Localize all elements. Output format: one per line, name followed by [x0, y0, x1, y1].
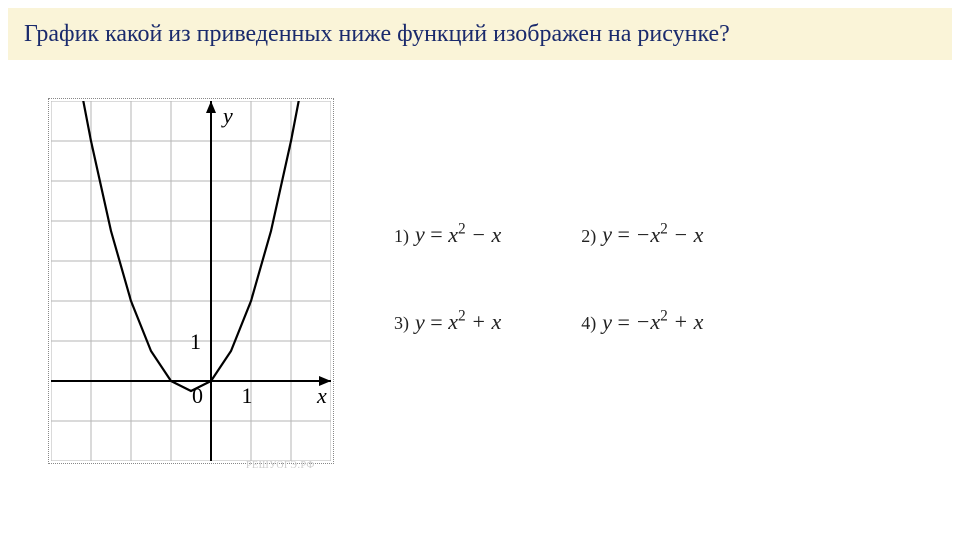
- option-3: 3) y = x2 + x: [394, 308, 501, 335]
- option-var: y: [415, 309, 425, 334]
- option-num: 1): [394, 226, 409, 246]
- options-row-2: 3) y = x2 + x 4) y = −x2 + x: [394, 308, 703, 335]
- watermark: РЕШУОГЭ.РФ: [246, 460, 315, 471]
- graph-wrapper: y x 0 1 1: [48, 98, 334, 464]
- content-area: y x 0 1 1 1) y = x2 − x 2) y = −x2 − x 3) y = x…: [0, 90, 960, 464]
- question-text: График какой из приведенных ниже функций…: [24, 18, 936, 50]
- option-eq: =: [425, 222, 448, 247]
- options-row-1: 1) y = x2 − x 2) y = −x2 − x: [394, 220, 703, 247]
- option-expr: x2 + x: [448, 309, 501, 334]
- option-num: 2): [581, 226, 596, 246]
- option-expr: −x2 + x: [635, 309, 703, 334]
- option-var: y: [602, 309, 612, 334]
- svg-text:x: x: [316, 383, 327, 408]
- option-4: 4) y = −x2 + x: [581, 308, 703, 335]
- option-2: 2) y = −x2 − x: [581, 220, 703, 247]
- option-eq: =: [425, 309, 448, 334]
- svg-text:1: 1: [190, 329, 201, 354]
- option-num: 3): [394, 313, 409, 333]
- option-expr: −x2 − x: [635, 222, 703, 247]
- option-var: y: [415, 222, 425, 247]
- function-graph: y x 0 1 1: [51, 101, 331, 461]
- option-num: 4): [581, 313, 596, 333]
- option-var: y: [602, 222, 612, 247]
- option-expr: x2 − x: [448, 222, 501, 247]
- svg-text:y: y: [221, 103, 233, 128]
- svg-text:1: 1: [242, 383, 253, 408]
- option-1: 1) y = x2 − x: [394, 220, 501, 247]
- question-box: График какой из приведенных ниже функций…: [8, 8, 952, 60]
- options-area: 1) y = x2 − x 2) y = −x2 − x 3) y = x2 + x …: [394, 220, 703, 464]
- option-eq: =: [612, 222, 635, 247]
- svg-text:0: 0: [192, 383, 203, 408]
- option-eq: =: [612, 309, 635, 334]
